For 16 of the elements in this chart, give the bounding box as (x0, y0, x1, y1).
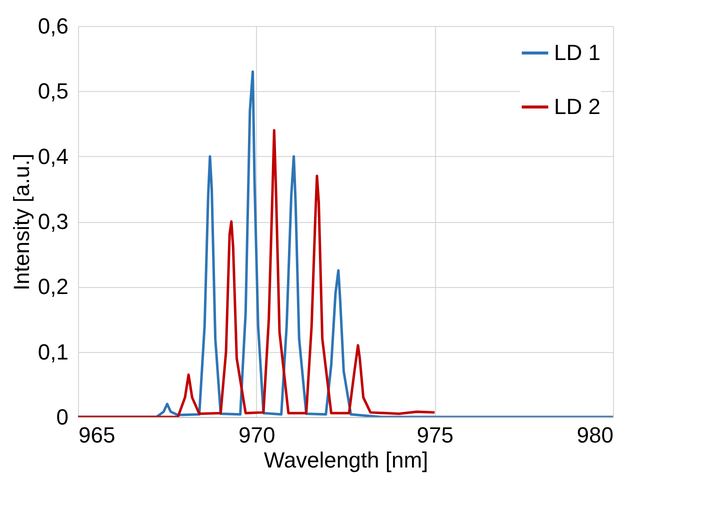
x-tick-label: 970 (238, 422, 276, 448)
x-axis-title: Wavelength [nm] (264, 448, 428, 472)
y-tick-label: 0,2 (38, 274, 68, 300)
y-tick-label: 0,4 (38, 144, 68, 169)
x-tick-label: 965 (78, 422, 116, 448)
y-axis-title: Intensity [a.u.] (8, 154, 34, 290)
y-tick-label: 0 (56, 404, 68, 430)
y-tick-label: 0,5 (38, 78, 68, 104)
legend-label: LD 1 (554, 40, 600, 65)
y-tick-label: 0,3 (38, 209, 68, 234)
y-tick-label: 0,6 (38, 14, 68, 38)
line-series (78, 129, 436, 417)
x-tick-label: 980 (576, 422, 614, 448)
x-tick-label: 975 (416, 422, 454, 448)
y-tick-label: 0,1 (38, 339, 68, 364)
legend-label: LD 2 (554, 94, 600, 119)
